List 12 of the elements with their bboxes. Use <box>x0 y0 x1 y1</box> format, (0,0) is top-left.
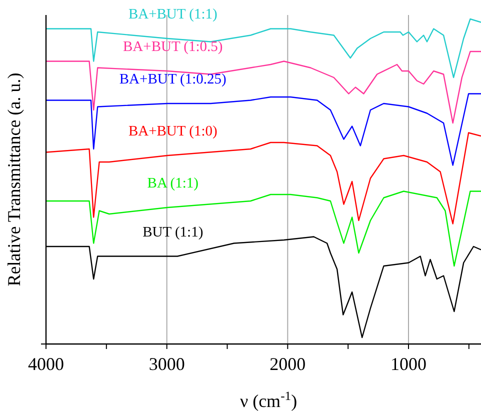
x-axis-title: ν (cm$^{-1}$) <box>240 389 298 411</box>
x-tick-label: 1000 <box>390 354 426 374</box>
x-tick-label: 2000 <box>270 354 306 374</box>
series-label: BA+BUT (1:0.25) <box>119 72 227 88</box>
x-tick-label: 3000 <box>148 354 185 374</box>
series-label: BA+BUT (1:0) <box>128 124 218 140</box>
x-tick-label: 4000 <box>28 354 64 374</box>
series-label: BUT (1:1) <box>142 224 204 240</box>
series-label: BA+BUT (1:0.5) <box>123 39 223 55</box>
series-label: BA (1:1) <box>147 176 199 192</box>
y-axis-title: Relative Transmittance (a. u.) <box>4 72 24 286</box>
series-label: BA+BUT (1:1) <box>128 6 218 22</box>
